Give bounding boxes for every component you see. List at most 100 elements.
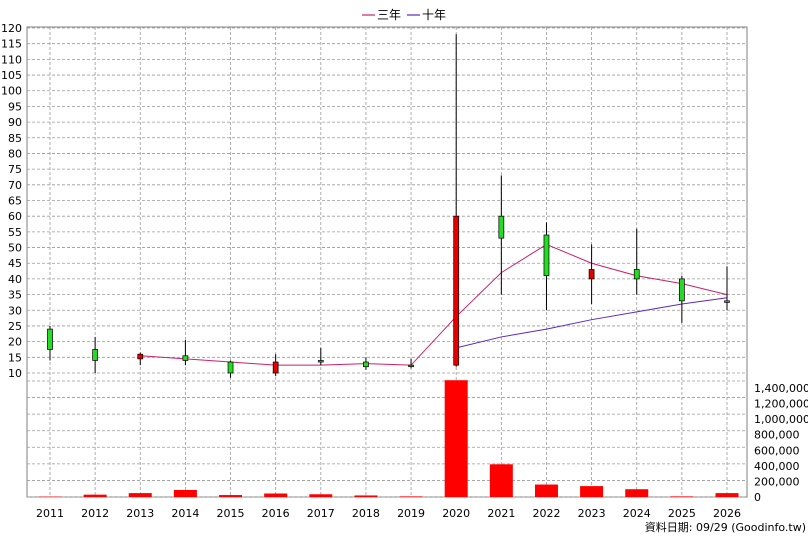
price-tick-label: 15: [8, 351, 22, 364]
price-tick-label: 95: [8, 100, 22, 113]
price-tick-label: 35: [8, 289, 22, 302]
candle-body: [317, 360, 324, 363]
price-tick-label: 65: [8, 195, 22, 208]
candle-2021: [498, 175, 505, 295]
candle-2012: [92, 336, 98, 373]
legend: 三年 十年: [362, 8, 446, 22]
candlesticks: [47, 34, 730, 378]
year-tick-label: 2025: [668, 507, 696, 520]
candle-body: [137, 353, 144, 360]
price-tick-label: 90: [8, 116, 22, 129]
year-tick-label: 2012: [81, 507, 109, 520]
year-tick-label: 2023: [578, 507, 606, 520]
candle-body: [543, 234, 550, 277]
price-tick-label: 70: [8, 179, 22, 192]
candle-2013: [137, 352, 144, 366]
volume-tick-label: 200,000: [754, 475, 800, 488]
candle-2022: [543, 222, 550, 311]
candle-body: [47, 328, 53, 350]
year-tick-label: 2026: [713, 507, 741, 520]
volume-bar-2026: [715, 493, 739, 497]
x-axis-labels: 2011 2012 2013 2014 2015 2016 2017 2018 2019 2020…: [36, 507, 741, 520]
volume-tick-label: 0: [754, 491, 761, 504]
year-tick-label: 2021: [487, 507, 515, 520]
volume-bar-2023: [580, 486, 604, 497]
price-tick-label: 75: [8, 163, 22, 176]
year-tick-label: 2020: [442, 507, 470, 520]
candle-body: [498, 215, 505, 239]
legend-label-10y: 十年: [422, 8, 446, 22]
series-line-3y: [140, 243, 728, 366]
legend-label-3y: 三年: [377, 8, 401, 22]
candle-2019: [408, 358, 414, 369]
volume-tick-label: 400,000: [754, 460, 800, 473]
volume-bars: [38, 380, 739, 497]
year-tick-label: 2017: [307, 507, 335, 520]
year-tick-label: 2019: [397, 507, 425, 520]
price-tick-label: 10: [8, 367, 22, 380]
price-tick-label: 115: [1, 38, 22, 51]
volume-bar-2021: [489, 464, 513, 497]
price-tick-label: 85: [8, 132, 22, 145]
year-tick-label: 2014: [171, 507, 199, 520]
price-tick-label: 60: [8, 210, 22, 223]
price-axis-labels: 120 115 110 105 100 95 90 85 80 75 70 65 60 55 50 45 40 3…: [1, 22, 22, 380]
year-tick-label: 2018: [352, 507, 380, 520]
year-tick-label: 2016: [262, 507, 290, 520]
volume-bar-2016: [264, 493, 288, 497]
volume-bar-2022: [534, 484, 558, 497]
price-tick-label: 40: [8, 273, 22, 286]
year-tick-label: 2024: [623, 507, 651, 520]
candle-body: [272, 361, 279, 374]
candle-body: [588, 269, 595, 280]
volume-bar-2015: [219, 495, 243, 497]
candle-2020: [453, 34, 460, 367]
candle-2025: [679, 275, 685, 323]
price-tick-label: 50: [8, 242, 22, 255]
price-tick-label: 100: [1, 85, 22, 98]
price-tick-label: 30: [8, 304, 22, 317]
price-tick-label: 25: [8, 320, 22, 333]
candle-body: [227, 361, 234, 374]
year-tick-label: 2011: [36, 507, 64, 520]
candle-body: [408, 364, 414, 368]
candle-2011: [47, 325, 53, 361]
candle-2026: [724, 266, 730, 311]
candle-2018: [363, 357, 369, 370]
volume-bar-2020: [444, 380, 468, 497]
volume-bar-2024: [625, 489, 649, 497]
candle-2014: [182, 340, 189, 366]
candle-2017: [317, 347, 324, 366]
candle-2016: [272, 354, 279, 377]
price-tick-label: 45: [8, 257, 22, 270]
year-tick-label: 2015: [217, 507, 245, 520]
volume-bar-2012: [83, 494, 107, 497]
candle-body: [633, 269, 640, 280]
price-tick-label: 105: [1, 69, 22, 82]
volume-bar-2025: [670, 496, 694, 497]
candle-body: [724, 300, 730, 303]
candle-2023: [588, 244, 595, 304]
footer-source: 資料日期: 09/29 (Goodinfo.tw): [645, 520, 806, 534]
candle-body: [363, 361, 369, 368]
volume-bar-2017: [309, 494, 333, 497]
price-tick-label: 20: [8, 336, 22, 349]
volume-tick-label: 1,400,000: [754, 382, 808, 395]
price-tick-label: 120: [1, 22, 22, 35]
volume-tick-label: 1,200,000: [754, 398, 808, 411]
volume-tick-label: 800,000: [754, 429, 800, 442]
candle-body: [182, 355, 189, 361]
volume-bar-2013: [128, 493, 152, 497]
volume-tick-label: 600,000: [754, 444, 800, 457]
candle-2015: [227, 360, 234, 378]
candle-body: [679, 278, 685, 302]
volume-tick-label: 1,000,000: [754, 413, 808, 426]
plot-frame: [26, 26, 748, 498]
price-tick-label: 80: [8, 147, 22, 160]
volume-bar-2018: [354, 495, 378, 497]
volume-bar-2014: [173, 489, 197, 497]
price-tick-label: 110: [1, 53, 22, 66]
candle-body: [92, 349, 98, 361]
year-tick-label: 2022: [532, 507, 560, 520]
